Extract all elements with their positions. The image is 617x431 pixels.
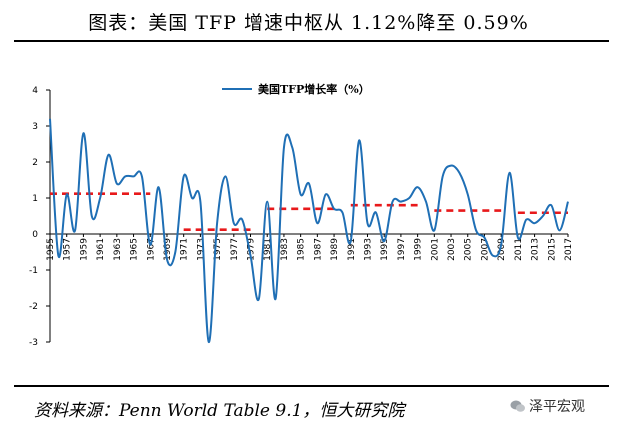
y-tick-label: 1 bbox=[32, 194, 38, 204]
reference-lines bbox=[50, 192, 568, 231]
x-tick-label: 2017 bbox=[564, 238, 574, 261]
x-tick-label: 1989 bbox=[330, 238, 340, 261]
x-tick-label: 1967 bbox=[146, 238, 156, 261]
y-tick-label: -3 bbox=[29, 338, 38, 348]
x-tick-label: 1979 bbox=[247, 238, 257, 261]
legend-label: 美国TFP增长率（%） bbox=[258, 82, 370, 96]
x-tick-label: 2007 bbox=[480, 238, 490, 261]
tfp-growth-line bbox=[49, 118, 569, 344]
chart-title: 图表：美国 TFP 增速中枢从 1.12%降至 0.59% bbox=[88, 12, 529, 34]
x-tick-label: 2015 bbox=[547, 238, 557, 261]
legend: 美国TFP增长率（%） bbox=[222, 82, 370, 96]
y-tick-label: -1 bbox=[29, 266, 38, 276]
x-tick-label: 1999 bbox=[414, 238, 424, 261]
watermark-text: 泽平宏观 bbox=[529, 399, 585, 415]
x-tick-label: 1987 bbox=[313, 238, 323, 261]
bottom-rule bbox=[14, 385, 609, 387]
wechat-icon bbox=[510, 400, 525, 412]
x-tick-label: 2005 bbox=[464, 238, 474, 261]
line-chart: -3 -2 -1 0 1 2 3 4 1955 1957 1959 1961 1963 1965 1967 1… bbox=[29, 82, 574, 348]
x-tick-label: 1971 bbox=[180, 238, 190, 261]
x-tick-label: 1981 bbox=[263, 238, 273, 261]
x-tick-label: 1993 bbox=[363, 238, 373, 261]
x-tick-label: 1985 bbox=[297, 238, 307, 261]
x-tick-label: 1959 bbox=[79, 238, 89, 261]
source-note: 资料来源：Penn World Table 9.1，恒大研究院 bbox=[34, 401, 405, 421]
x-tick-label: 1997 bbox=[397, 238, 407, 261]
watermark: 泽平宏观 bbox=[510, 396, 585, 416]
x-tick-label: 2013 bbox=[531, 238, 541, 261]
x-tick-label: 1961 bbox=[96, 238, 106, 261]
x-tick-label: 1973 bbox=[196, 238, 206, 261]
x-tick-label: 1957 bbox=[63, 238, 73, 261]
axes: -3 -2 -1 0 1 2 3 4 1955 1957 1959 1961 1963 1965 1967 1… bbox=[29, 86, 574, 348]
x-tick-label: 2003 bbox=[447, 238, 457, 261]
x-tick-label: 2011 bbox=[514, 238, 524, 261]
x-tick-label: 2001 bbox=[430, 238, 440, 261]
y-tick-label: 0 bbox=[32, 230, 38, 240]
y-tick-label: 3 bbox=[32, 122, 38, 132]
x-tick-label: 1983 bbox=[280, 238, 290, 261]
x-tick-label: 1965 bbox=[130, 238, 140, 261]
x-tick-label: 2009 bbox=[497, 238, 507, 261]
x-tick-label: 1995 bbox=[380, 238, 390, 261]
top-rule bbox=[14, 40, 609, 42]
y-tick-label: 2 bbox=[32, 158, 38, 168]
x-tick-label: 1955 bbox=[46, 238, 56, 261]
x-tick-label: 1991 bbox=[347, 238, 357, 261]
x-tick-label: 1963 bbox=[113, 238, 123, 261]
y-tick-label: -2 bbox=[29, 302, 38, 312]
y-tick-label: 4 bbox=[32, 86, 38, 96]
series-group bbox=[49, 118, 569, 344]
x-tick-label: 1977 bbox=[230, 238, 240, 261]
x-tick-label: 1969 bbox=[163, 238, 173, 261]
x-tick-label: 1975 bbox=[213, 238, 223, 261]
